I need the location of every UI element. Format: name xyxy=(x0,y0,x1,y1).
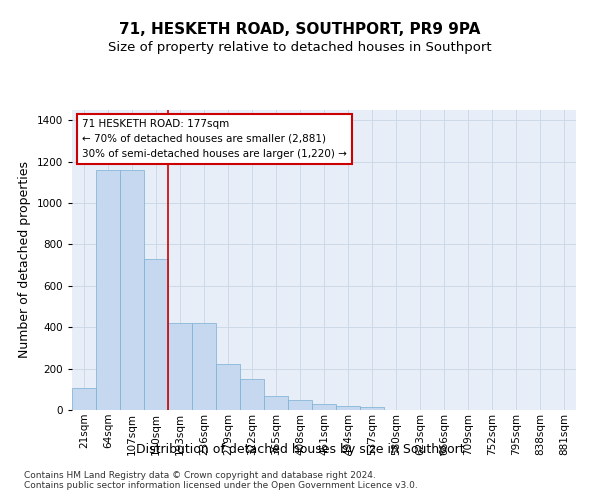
Bar xyxy=(96,170,120,410)
Text: 71, HESKETH ROAD, SOUTHPORT, PR9 9PA: 71, HESKETH ROAD, SOUTHPORT, PR9 9PA xyxy=(119,22,481,38)
Text: Contains HM Land Registry data © Crown copyright and database right 2024.
Contai: Contains HM Land Registry data © Crown c… xyxy=(24,470,418,490)
Bar xyxy=(264,396,288,410)
Bar xyxy=(168,323,192,410)
Text: 71 HESKETH ROAD: 177sqm
← 70% of detached houses are smaller (2,881)
30% of semi: 71 HESKETH ROAD: 177sqm ← 70% of detache… xyxy=(82,119,347,158)
Text: Size of property relative to detached houses in Southport: Size of property relative to detached ho… xyxy=(108,41,492,54)
Y-axis label: Number of detached properties: Number of detached properties xyxy=(18,162,31,358)
Bar xyxy=(72,388,96,410)
Bar xyxy=(240,379,264,410)
Bar xyxy=(216,364,240,410)
Text: Distribution of detached houses by size in Southport: Distribution of detached houses by size … xyxy=(136,442,464,456)
Bar xyxy=(336,406,360,410)
Bar xyxy=(120,170,144,410)
Bar xyxy=(144,259,168,410)
Bar xyxy=(360,407,384,410)
Bar xyxy=(312,404,336,410)
Bar xyxy=(192,323,216,410)
Bar xyxy=(288,400,312,410)
